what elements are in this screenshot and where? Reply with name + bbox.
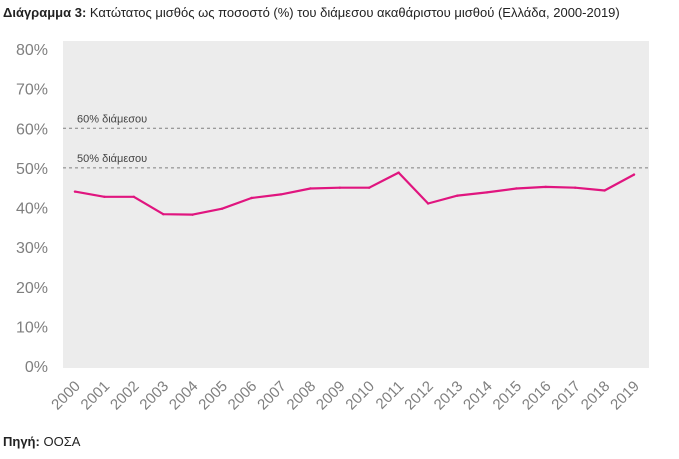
y-tick-label: 0% [25, 359, 48, 376]
x-tick-label: 2007 [254, 378, 290, 414]
source-label: Πηγή: [3, 434, 40, 449]
x-tick-label: 2014 [460, 378, 496, 414]
y-axis: 0% 10% 20% 30% 40% 50% 60% 70% 80% [16, 42, 48, 376]
x-tick-label: 2005 [195, 378, 231, 414]
y-tick-label: 60% [16, 121, 48, 138]
x-tick-label: 2003 [136, 378, 172, 414]
y-tick-label: 80% [16, 42, 48, 59]
source-value: ΟΟΣΑ [43, 434, 81, 449]
data-point [250, 196, 253, 200]
line-chart: 60% διάμεσου 50% διάμεσου 0% 10% 20% 30% 40% 5… [16, 41, 649, 414]
x-tick-label: 2009 [313, 378, 349, 414]
data-point [220, 207, 224, 210]
data-point [309, 187, 312, 190]
data-point [132, 195, 136, 199]
x-tick-label: 2008 [284, 378, 320, 414]
reference-line-label: 50% διάμεσου [77, 153, 147, 165]
data-point [368, 186, 371, 189]
data-point [426, 202, 430, 205]
data-point [573, 186, 577, 189]
data-point [191, 213, 194, 216]
x-tick-label: 2018 [578, 378, 614, 414]
y-tick-label: 50% [16, 161, 48, 178]
data-point [632, 173, 636, 176]
data-point [485, 191, 489, 194]
chart-source: Πηγή: ΟΟΣΑ [3, 434, 80, 449]
data-point [515, 187, 518, 190]
series-layer [73, 171, 636, 216]
x-tick-label: 2006 [225, 378, 261, 414]
x-tick-label: 2002 [107, 378, 143, 414]
series-line [73, 171, 636, 216]
data-point [73, 190, 77, 193]
reference-line-label: 60% διάμεσου [77, 113, 147, 125]
y-tick-label: 20% [16, 280, 48, 297]
y-tick-label: 10% [16, 319, 48, 336]
x-tick-label: 2013 [431, 378, 467, 414]
x-tick-label: 2000 [48, 378, 84, 414]
data-point [544, 185, 547, 189]
chart-title-prefix: Διάγραμμα 3: [3, 5, 87, 20]
y-tick-label: 30% [16, 240, 48, 257]
data-point [103, 195, 106, 199]
y-tick-label: 40% [16, 201, 48, 218]
data-point [603, 189, 606, 192]
x-tick-label: 2010 [342, 378, 378, 414]
chart-title-text: Κατώτατος μισθός ως ποσοστό (%) του διάμ… [89, 5, 620, 20]
x-tick-label: 2001 [78, 378, 114, 414]
data-point [338, 186, 341, 189]
data-point [397, 171, 400, 174]
x-axis: 2000200120022003200420052006200720082009… [48, 378, 643, 414]
x-tick-label: 2004 [166, 378, 202, 414]
x-tick-label: 2015 [490, 378, 526, 414]
data-point [162, 213, 165, 216]
plot-area [63, 41, 649, 368]
chart-title: Διάγραμμα 3: Κατώτατος μισθός ως ποσοστό… [3, 5, 620, 20]
x-tick-label: 2016 [519, 378, 555, 414]
x-tick-label: 2017 [548, 378, 584, 414]
reference-lines: 60% διάμεσου 50% διάμεσου [63, 113, 649, 169]
x-tick-label: 2012 [401, 378, 437, 414]
x-tick-label: 2011 [373, 378, 408, 413]
data-point [279, 193, 283, 196]
y-tick-label: 70% [16, 82, 48, 99]
x-tick-label: 2019 [607, 378, 643, 414]
data-point [456, 194, 459, 197]
